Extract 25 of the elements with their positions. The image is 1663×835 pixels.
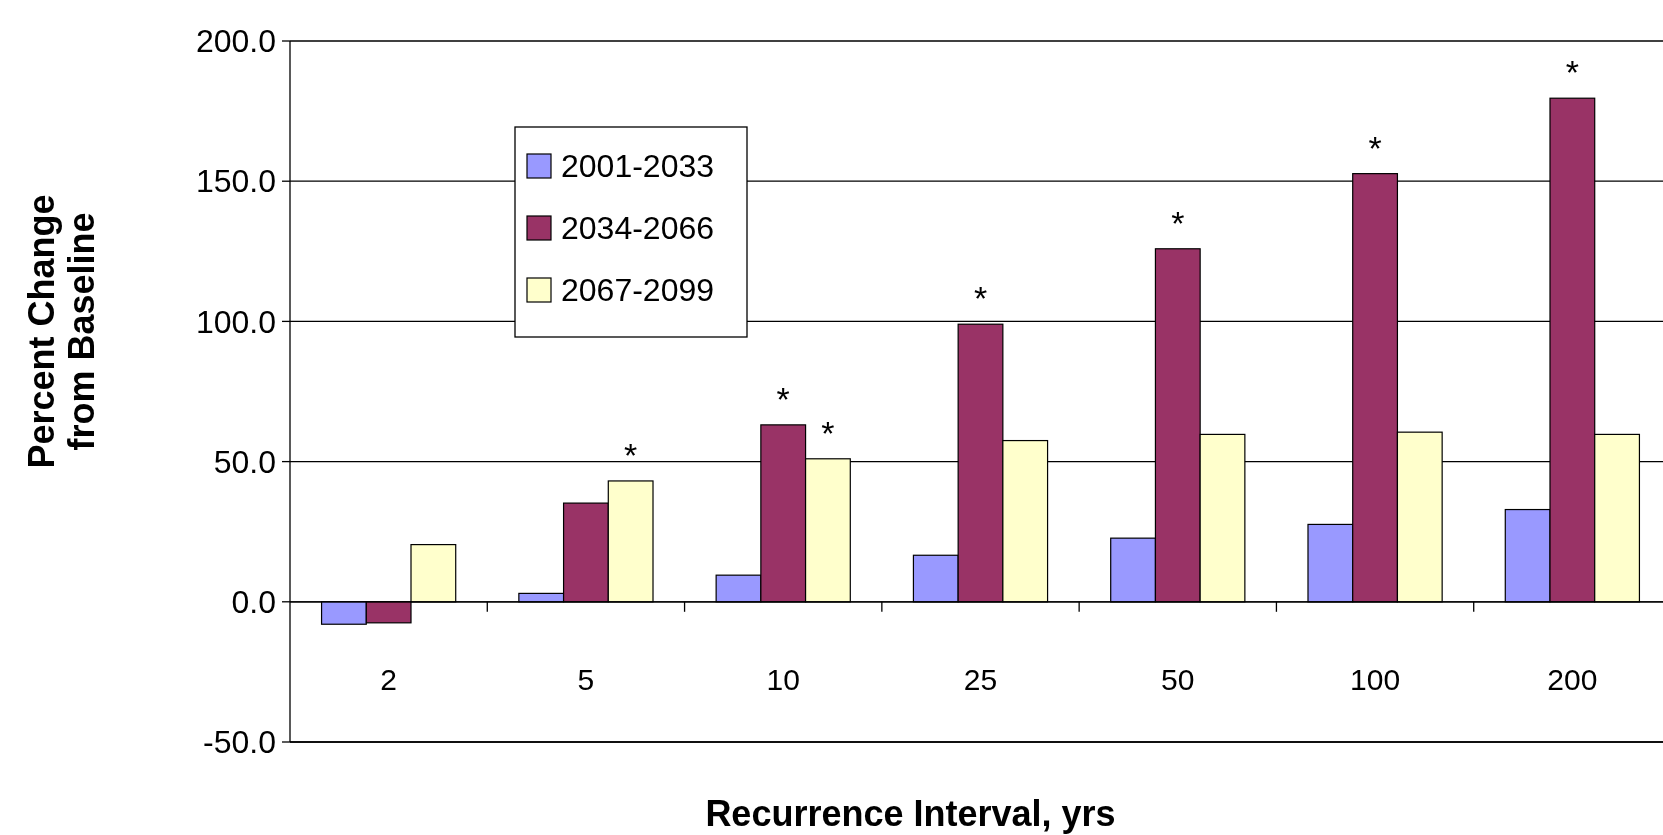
x-tick-label: 5 [577,662,595,696]
data-label: * [1171,203,1185,242]
x-tick-label: 50 [1161,662,1195,696]
x-tick-label: 2 [380,662,397,696]
y-tick-label: 0.0 [231,584,276,620]
data-label: * [1565,53,1579,92]
y-axis-title: Percent Change from Baseline [21,194,102,469]
legend-label: 2067-2099 [561,272,715,309]
x-axis-title: Recurrence Interval, yrs [705,793,1116,834]
y-tick-label: 100.0 [195,303,276,340]
y-tick-label: 50.0 [213,443,276,480]
x-tick-label: 10 [766,662,800,696]
x-tick-label: 200 [1547,662,1598,696]
y-tick-label: -50.0 [203,724,276,761]
data-label: * [776,379,790,418]
x-tick-label: 25 [963,662,998,696]
y-tick-label: 200.0 [195,23,276,60]
y-tick-label: 150.0 [195,163,276,200]
data-label: * [973,279,988,318]
legend-label: 2034-2066 [561,210,715,247]
x-tick-label: 100 [1350,662,1401,696]
data-label: * [821,413,835,452]
legend-label: 2001-2033 [561,148,715,185]
data-label: * [1368,128,1382,167]
data-label: * [624,435,638,474]
